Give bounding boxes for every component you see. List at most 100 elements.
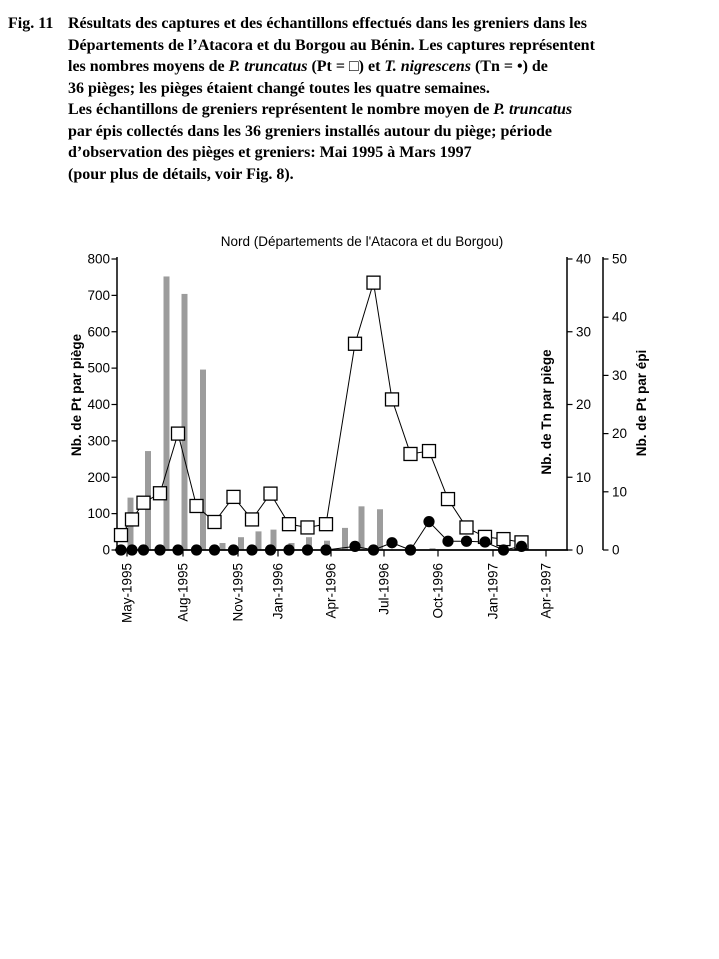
tn-circle-marker <box>301 544 314 556</box>
x-axis-tick-label: Aug-1995 <box>176 563 191 622</box>
figure-caption: Fig. 11 Résultats des captures et des éc… <box>8 13 710 185</box>
bar-pt-par-epi <box>358 506 365 550</box>
x-axis-tick-label: Apr-1997 <box>539 563 554 619</box>
tn-circle-marker <box>283 544 295 556</box>
pt-square-marker <box>281 517 297 532</box>
pt-square-marker <box>124 512 140 527</box>
pt-square-marker <box>189 498 204 514</box>
epi-axis-tick-label: 50 <box>612 252 627 267</box>
left-axis-tick-label: 0 <box>102 543 110 558</box>
tn-axis-tick-label: 20 <box>576 397 591 412</box>
bar-pt-par-epi <box>306 537 312 550</box>
caption-segment: les nombres moyens de <box>68 58 229 75</box>
x-axis-tick-label: Oct-1996 <box>431 563 446 619</box>
caption-line: Les échantillons de greniers représenten… <box>68 99 710 121</box>
tn-circle-marker <box>460 535 473 547</box>
bar-pt-par-epi <box>163 276 170 550</box>
tn-circle-marker <box>349 540 361 552</box>
epi-axis-tick-label: 30 <box>612 368 627 383</box>
epi-axis-title: Nb. de Pt par épi <box>634 350 649 457</box>
tn-circle-marker <box>479 536 491 548</box>
left-axis-tick-label: 400 <box>87 397 110 412</box>
caption-segment: Départements de l’Atacora et du Borgou a… <box>68 36 595 54</box>
bar-pt-par-epi <box>270 529 277 550</box>
pt-square-marker <box>366 275 381 290</box>
pt-square-marker <box>403 446 418 462</box>
left-axis-tick-label: 800 <box>87 252 110 267</box>
tn-circle-marker <box>172 544 184 556</box>
caption-line: 36 pièges; les pièges étaient changé tou… <box>68 78 710 100</box>
bar-pt-par-epi <box>219 543 226 550</box>
caption-line: d’observation des pièges et greniers: Ma… <box>68 142 710 164</box>
tn-circle-marker <box>126 544 138 556</box>
epi-axis-tick-label: 0 <box>612 543 620 558</box>
caption-segment: 36 pièges; les pièges étaient changé tou… <box>68 79 490 97</box>
left-axis-tick-label: 100 <box>87 506 110 521</box>
tn-circle-marker <box>227 544 240 556</box>
pt-square-marker <box>136 495 151 510</box>
x-axis-tick-label: Jul-1996 <box>377 563 392 615</box>
caption-segment: Résultats des captures et des échantillo… <box>68 15 587 32</box>
pt-square-marker <box>244 512 260 527</box>
x-axis-tick-label: May-1995 <box>120 563 135 623</box>
tn-circle-marker <box>404 544 417 556</box>
bar-pt-par-epi <box>342 527 348 550</box>
tn-circle-marker <box>386 537 398 549</box>
bar-pt-par-epi <box>181 293 188 550</box>
caption-segment: par épis collectés dans les 36 greniers … <box>68 122 552 140</box>
bar-pt-par-epi <box>200 369 206 550</box>
pt-square-marker <box>496 531 511 547</box>
tn-circle-marker <box>515 540 528 552</box>
figure-number: Fig. 11 <box>8 15 54 32</box>
left-axis-tick-label: 700 <box>87 288 110 303</box>
caption-line: les nombres moyens de P. truncatus (Pt =… <box>68 56 710 78</box>
tn-circle-marker <box>320 544 332 556</box>
chart-title: Nord (Départements de l'Atacora et du Bo… <box>221 234 503 249</box>
caption-segment: (Tn = •) de <box>470 58 548 75</box>
left-axis-tick-label: 200 <box>87 470 110 485</box>
tn-circle-marker <box>246 544 258 556</box>
tn-circle-marker <box>442 535 454 547</box>
pt-square-marker <box>152 486 168 501</box>
species-name: T. nigrescens <box>384 58 471 75</box>
pt-square-marker <box>207 514 222 530</box>
epi-axis-tick-label: 10 <box>612 484 627 499</box>
tn-circle-marker <box>497 544 510 556</box>
x-axis-tick-label: Apr-1996 <box>324 563 339 619</box>
pt-square-marker <box>263 486 278 501</box>
epi-axis-tick-label: 20 <box>612 426 627 441</box>
x-axis-tick-label: Jan-1997 <box>486 563 501 619</box>
tn-circle-marker <box>208 544 221 556</box>
tn-circle-marker <box>137 544 150 556</box>
pt-square-marker <box>384 392 400 407</box>
species-name: P. truncatus <box>493 101 573 118</box>
pt-square-marker <box>347 336 363 351</box>
x-axis-tick-label: Jan-1996 <box>271 563 286 619</box>
pt-square-marker <box>113 527 129 543</box>
tn-circle-marker <box>367 544 380 556</box>
left-axis-tick-label: 300 <box>87 433 110 448</box>
caption-segment: (Pt = □) et <box>307 58 385 75</box>
left-axis-tick-label: 500 <box>87 361 110 376</box>
pt-line <box>120 282 522 543</box>
caption-segment: d’observation des pièges et greniers: Ma… <box>68 144 472 161</box>
caption-text: Résultats des captures et des échantillo… <box>68 13 710 185</box>
pt-square-marker <box>459 520 474 535</box>
caption-line: par épis collectés dans les 36 greniers … <box>68 121 710 143</box>
tn-axis-tick-label: 30 <box>576 324 591 339</box>
caption-segment: (pour plus de détails, voir Fig. 8). <box>68 165 294 183</box>
caption-line: Résultats des captures et des échantillo… <box>68 13 710 35</box>
tn-circle-marker <box>190 544 203 556</box>
tn-circle-marker <box>154 544 166 556</box>
pt-square-marker <box>226 489 241 505</box>
tn-circle-marker <box>115 544 127 556</box>
pt-square-marker <box>318 517 334 532</box>
caption-line: Départements de l’Atacora et du Borgou a… <box>68 35 710 57</box>
bar-pt-par-epi <box>255 531 262 550</box>
caption-line: (pour plus de détails, voir Fig. 8). <box>68 164 710 186</box>
bar-pt-par-epi <box>238 537 244 550</box>
tn-axis-tick-label: 10 <box>576 470 591 485</box>
tn-axis-title: Nb. de Tn par piège <box>539 349 554 475</box>
